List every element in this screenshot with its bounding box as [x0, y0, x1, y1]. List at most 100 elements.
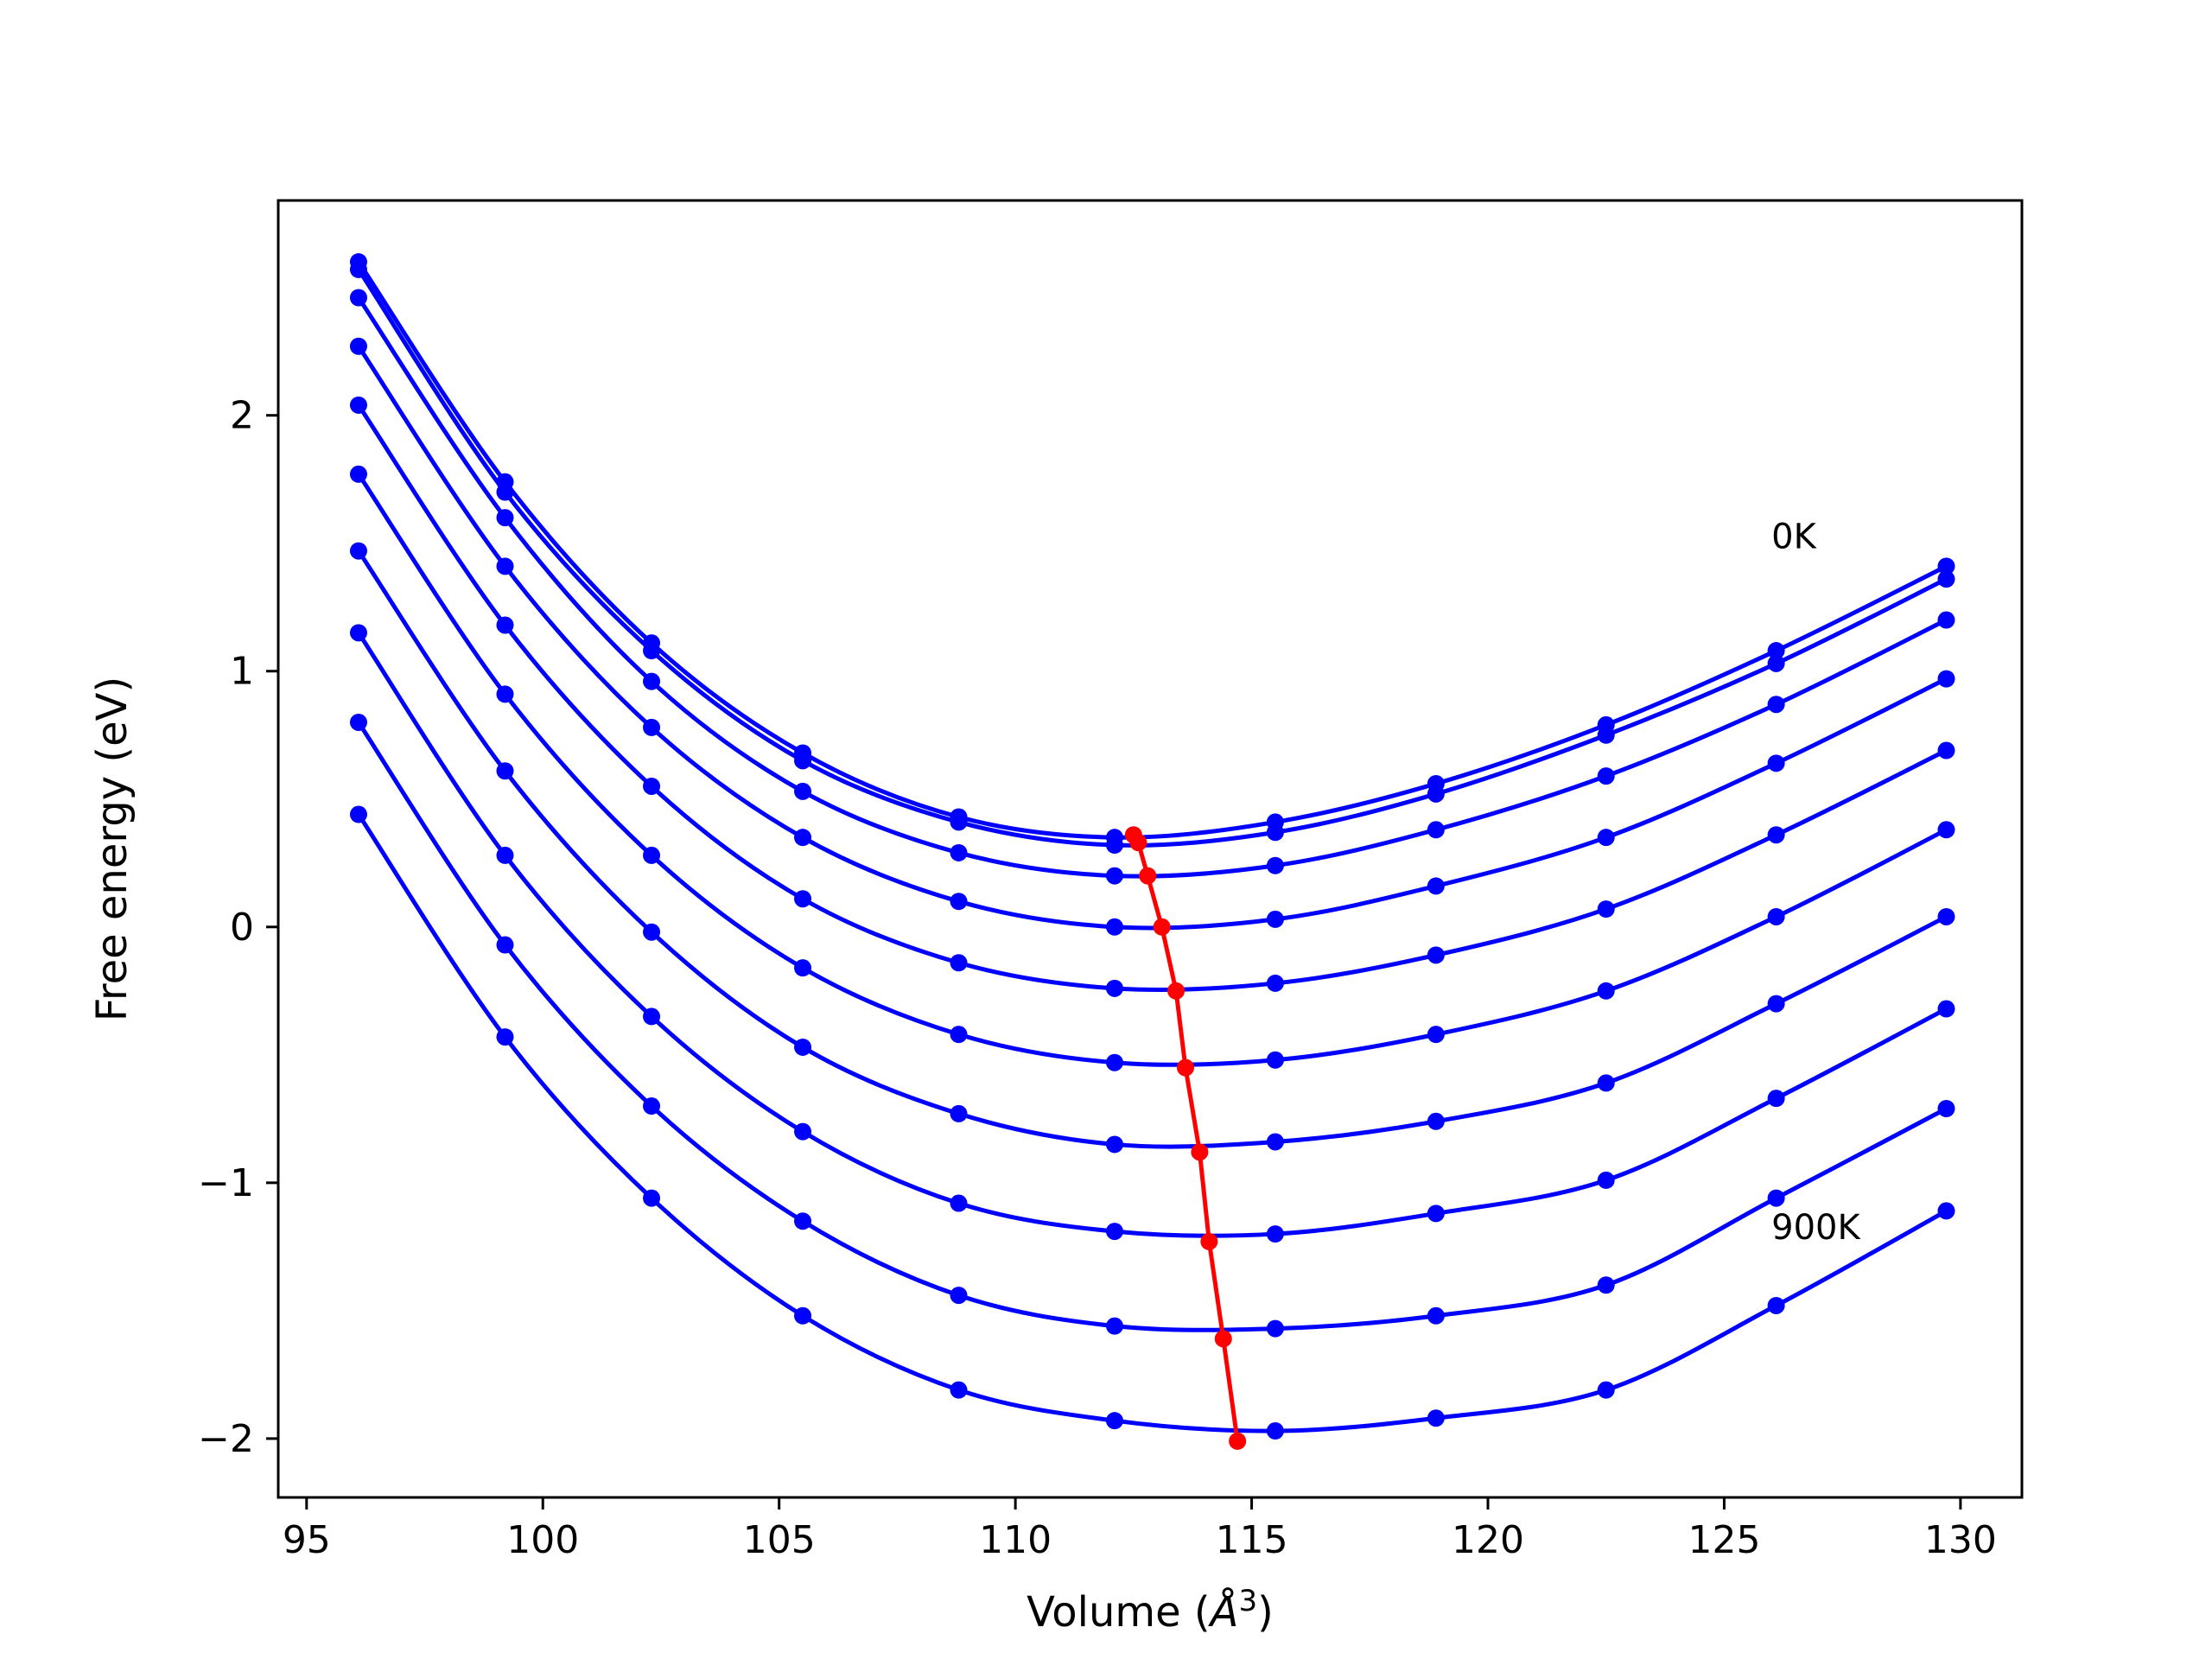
series-9-point-10	[1937, 1202, 1955, 1220]
series-1-point-4	[950, 813, 968, 831]
series-7-point-0	[349, 624, 367, 642]
series-6-point-0	[349, 542, 367, 560]
series-7-point-6	[1266, 1225, 1284, 1243]
series-5-point-8	[1597, 982, 1615, 1000]
series-6-point-10	[1937, 907, 1955, 925]
series-5-point-6	[1266, 1051, 1284, 1069]
minima-point-2	[1139, 867, 1157, 885]
series-4-point-1	[496, 616, 514, 634]
series-6-point-5	[1105, 1135, 1123, 1154]
series-2-point-9	[1767, 696, 1785, 714]
series-1-point-10	[1937, 570, 1955, 588]
series-1-point-6	[1266, 823, 1284, 842]
series-9-point-1	[496, 1028, 514, 1046]
series-3-point-0	[349, 337, 367, 355]
series-8-point-0	[349, 713, 367, 731]
x-tick-label-130: 130	[1924, 1518, 1997, 1562]
x-tick-label-100: 100	[506, 1518, 579, 1562]
series-7	[349, 624, 1955, 1243]
series-3-point-3	[794, 829, 812, 847]
series-8-line	[356, 721, 1948, 1332]
y-tick-label--1: −1	[198, 1161, 254, 1205]
series-2-line	[356, 296, 1948, 879]
series-7-point-8	[1597, 1171, 1615, 1189]
x-tick-label-95: 95	[283, 1518, 331, 1562]
series-4-line	[356, 404, 1948, 993]
series-2-point-3	[794, 782, 812, 800]
series-5-point-9	[1767, 907, 1785, 925]
series-3-point-7	[1427, 877, 1445, 895]
series-7-line	[356, 631, 1948, 1238]
series-9-point-0	[349, 805, 367, 823]
series-8-point-3	[794, 1212, 812, 1230]
series-7-point-1	[496, 846, 514, 864]
series-2-point-0	[349, 289, 367, 307]
series-6-point-2	[643, 923, 661, 941]
series-2-point-10	[1937, 611, 1955, 629]
series-9-point-7	[1427, 1409, 1445, 1427]
series-3-point-6	[1266, 910, 1284, 928]
series-6-point-1	[496, 762, 514, 780]
plot-area	[349, 253, 1955, 1450]
minima-point-3	[1153, 918, 1171, 936]
series-0-point-10	[1937, 557, 1955, 575]
series-8-point-8	[1597, 1276, 1615, 1294]
series-3-point-9	[1767, 754, 1785, 772]
series-4-point-5	[1105, 979, 1123, 997]
minima-point-8	[1214, 1330, 1232, 1348]
series-8-point-9	[1767, 1189, 1785, 1207]
series-1-point-7	[1427, 785, 1445, 803]
series-8-point-6	[1266, 1319, 1284, 1338]
series-6-point-6	[1266, 1133, 1284, 1151]
series-6-point-7	[1427, 1112, 1445, 1130]
series-5-point-5	[1105, 1053, 1123, 1071]
series-9	[349, 805, 1955, 1440]
series-8-point-4	[950, 1287, 968, 1305]
series-5	[349, 465, 1955, 1071]
y-tick-label--2: −2	[198, 1417, 254, 1461]
minima-line	[1131, 833, 1240, 1442]
minima-point-5	[1177, 1058, 1195, 1077]
x-tick-label-110: 110	[979, 1518, 1052, 1562]
series-8-point-1	[496, 936, 514, 954]
series-3-point-5	[1105, 918, 1123, 936]
series-0-line	[356, 260, 1948, 840]
series-9-point-6	[1266, 1422, 1284, 1440]
series-0-point-9	[1767, 642, 1785, 660]
series-6-point-8	[1597, 1074, 1615, 1092]
series-6	[349, 542, 1955, 1154]
series-1-point-1	[496, 483, 514, 501]
minima-point-4	[1167, 982, 1185, 1000]
series-1-point-3	[794, 752, 812, 770]
series-9-point-9	[1767, 1296, 1785, 1314]
series-9-point-4	[950, 1381, 968, 1399]
series-4-point-2	[643, 777, 661, 795]
series-5-point-3	[794, 959, 812, 977]
x-tick-label-120: 120	[1452, 1518, 1524, 1562]
series-3-point-10	[1937, 670, 1955, 688]
series-5-point-4	[950, 1026, 968, 1044]
series-5-point-7	[1427, 1026, 1445, 1044]
series-5-point-0	[349, 465, 367, 483]
series-7-point-9	[1767, 1090, 1785, 1108]
series-3-point-1	[496, 557, 514, 575]
series-2-point-8	[1597, 767, 1615, 785]
axes-frame	[276, 199, 2024, 1499]
series-4-point-8	[1597, 900, 1615, 918]
series-3-point-4	[950, 893, 968, 911]
minima-point-7	[1200, 1232, 1218, 1250]
annotation-900k: 900K	[1771, 1208, 1861, 1248]
series-4-point-9	[1767, 826, 1785, 844]
series-1-point-0	[349, 260, 367, 278]
series-3-point-8	[1597, 829, 1615, 847]
series-7-point-2	[643, 1007, 661, 1026]
series-3	[349, 337, 1955, 936]
series-7-point-3	[794, 1122, 812, 1141]
series-6-point-3	[794, 1038, 812, 1056]
y-tick-label-1: 1	[230, 650, 254, 694]
series-7-point-7	[1427, 1205, 1445, 1223]
minima-point-1	[1129, 834, 1147, 852]
series-4	[349, 396, 1955, 997]
